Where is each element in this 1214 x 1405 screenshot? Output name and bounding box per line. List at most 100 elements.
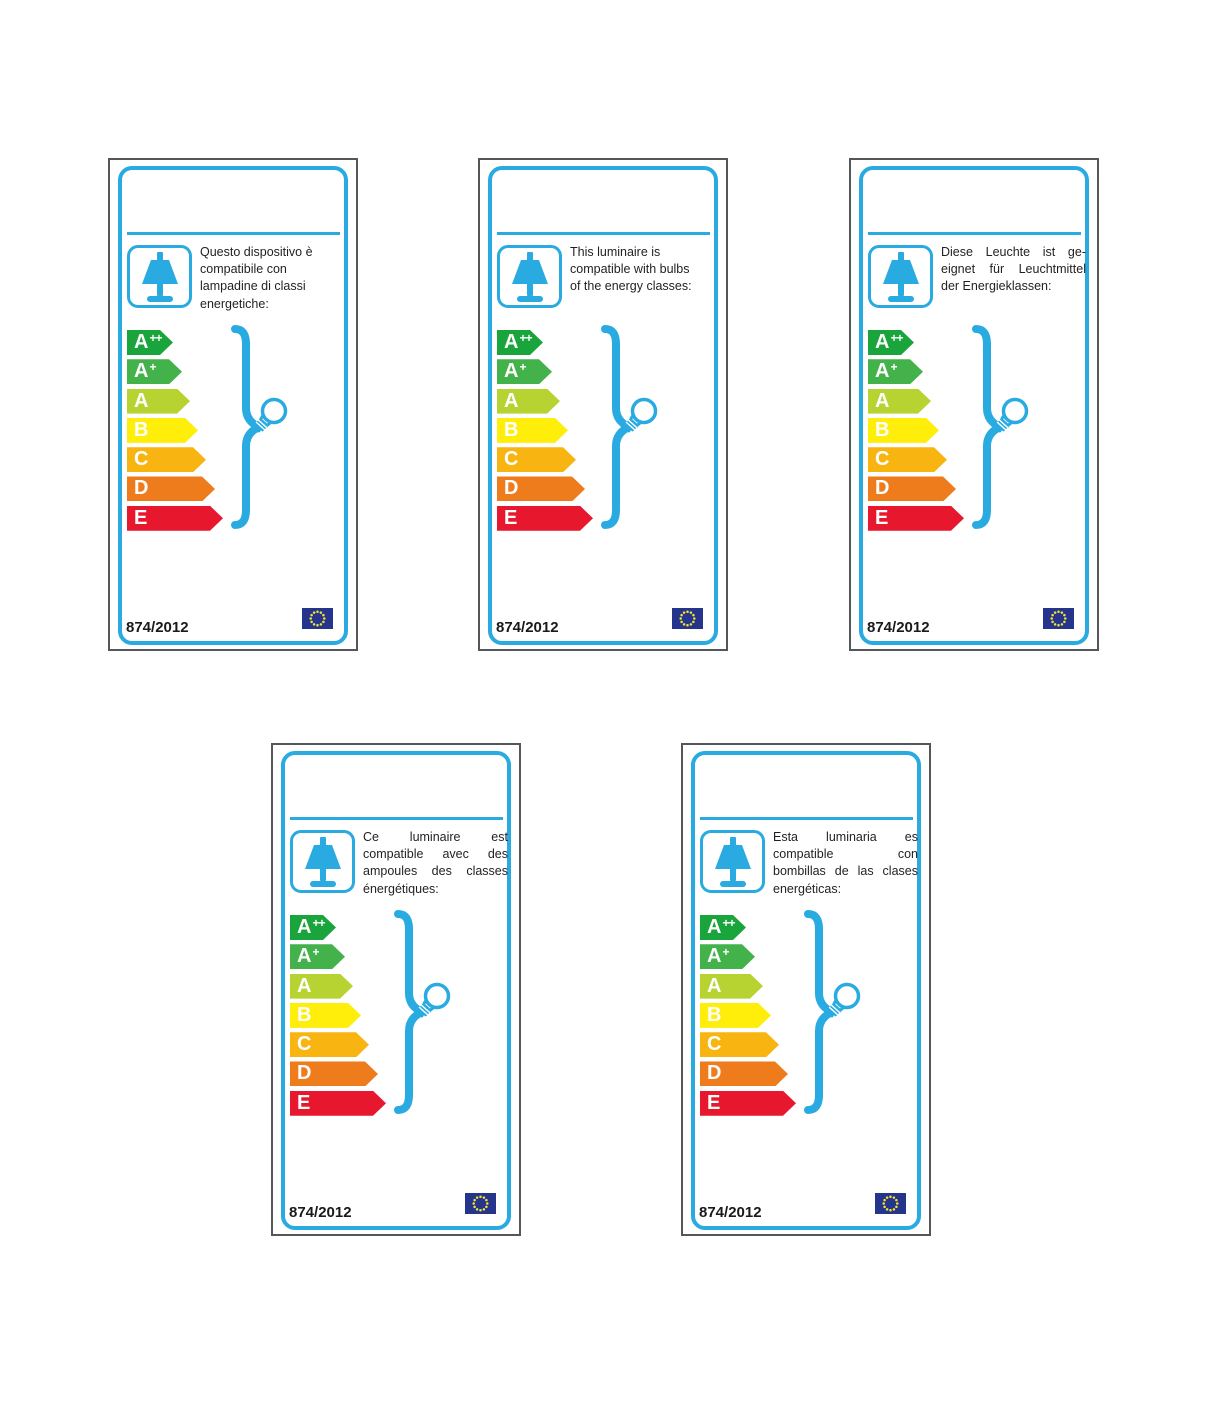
energy-class-arrow-a: A [127,389,190,414]
lamp-icon-box [290,830,355,893]
compatibility-text-line: lampadine di classi [200,279,306,294]
eu-flag-icon [1043,608,1074,629]
energy-class-arrow-d: D [497,476,585,501]
energy-class-arrow-a: A [868,389,931,414]
energy-class-arrow-a-plus: A+ [497,359,552,384]
energy-class-arrow-a-plus: A+ [700,944,755,969]
label-frame [488,166,718,645]
energy-class-arrow-a: A [290,974,353,999]
label-frame [859,166,1089,645]
light-bulb-icon [624,397,658,433]
energy-class-scale: A++ A+ A B C D E [127,330,223,535]
energy-class-arrow-e: E [868,506,964,531]
brace-and-bulb [970,322,1055,534]
lamp-icon-box [127,245,192,308]
header-divider [868,232,1081,235]
compatibility-text-line: Questo dispositivo è [200,245,313,259]
regulation-number: 874/2012 [699,1204,762,1221]
energy-label-english: This luminaire is compatible with bulbs of… [478,158,728,651]
compatibility-text: Esta luminaria es compatible con bombillas… [773,829,918,898]
eu-flag-icon [302,608,333,629]
energy-class-arrow-c: C [127,447,206,472]
compatibility-text-line: der Energieklassen: [941,279,1052,294]
energy-class-arrow-c: C [290,1032,369,1057]
energy-label-spanish: Esta luminaria es compatible con bombillas… [681,743,931,1236]
regulation-number: 874/2012 [867,619,930,636]
energy-class-arrow-d: D [290,1061,378,1086]
energy-class-arrow-b: B [290,1003,361,1028]
compatibility-text-line: energéticas: [773,881,842,896]
label-frame [118,166,348,645]
energy-class-arrow-e: E [497,506,593,531]
compatibility-text-line: compatible avec des [363,847,508,862]
energy-class-arrow-a-plus-plus: A++ [127,330,173,355]
header-divider [127,232,340,235]
lamp-icon-box [700,830,765,893]
eu-flag-icon [875,1193,906,1214]
compatibility-text-line: of the energy classes: [570,279,692,294]
energy-class-arrow-d: D [868,476,956,501]
energy-label-italian: Questo dispositivo è compatibile con lampa… [108,158,358,651]
energy-class-scale: A++ A+ A B C D E [497,330,593,535]
energy-class-arrow-c: C [497,447,576,472]
energy-class-scale: A++ A+ A B C D E [700,915,796,1120]
header-divider [290,817,503,820]
compatibility-text-line: This luminaire is [570,245,661,259]
label-frame [691,751,921,1230]
energy-class-arrow-a-plus: A+ [290,944,345,969]
compatibility-text: Ce luminaire est compatible avec des ampou… [363,829,508,898]
table-lamp-icon [714,836,751,887]
energy-class-arrow-e: E [290,1091,386,1116]
header-divider [497,232,710,235]
energy-class-arrow-a: A [497,389,560,414]
energy-class-arrow-b: B [868,418,939,443]
brace-and-bulb [802,907,887,1119]
compatibility-text-line: energetiche: [200,296,269,311]
compatibility-text-line: bombillas de las clases [773,864,918,879]
table-lamp-icon [882,251,919,302]
light-bulb-icon [995,397,1029,433]
brace-and-bulb [392,907,477,1119]
eu-flag-icon [672,608,703,629]
energy-class-arrow-a-plus: A+ [127,359,182,384]
energy-label-german: Diese Leuchte ist ge-eignet für Leuchtmi… [849,158,1099,651]
table-lamp-icon [511,251,548,302]
energy-class-arrow-b: B [700,1003,771,1028]
regulation-number: 874/2012 [496,619,559,636]
light-bulb-icon [254,397,288,433]
energy-class-arrow-c: C [700,1032,779,1057]
energy-class-arrow-a-plus-plus: A++ [700,915,746,940]
energy-label-french: Ce luminaire est compatible avec des ampou… [271,743,521,1236]
energy-class-arrow-a-plus-plus: A++ [868,330,914,355]
compatibility-text-line: énergétiques: [363,881,439,896]
compatibility-text-line: compatible with bulbs [570,262,690,277]
compatibility-text: Questo dispositivo è compatibile con lampa… [200,244,345,313]
energy-class-arrow-a-plus-plus: A++ [290,915,336,940]
regulation-number: 874/2012 [289,1204,352,1221]
compatibility-text-line: ampoules des classes [363,864,508,879]
energy-class-arrow-d: D [700,1061,788,1086]
header-divider [700,817,913,820]
table-lamp-icon [141,251,178,302]
energy-class-arrow-b: B [127,418,198,443]
energy-class-arrow-e: E [127,506,223,531]
energy-class-arrow-b: B [497,418,568,443]
compatibility-text-line: Ce luminaire est [363,830,508,844]
brace-and-bulb [599,322,684,534]
compatibility-text-line: compatibile con [200,262,287,277]
energy-class-arrow-c: C [868,447,947,472]
energy-class-arrow-a-plus-plus: A++ [497,330,543,355]
table-lamp-icon [304,836,341,887]
compatibility-text: Diese Leuchte ist ge-eignet für Leuchtmi… [941,244,1086,296]
lamp-icon-box [868,245,933,308]
energy-class-arrow-d: D [127,476,215,501]
label-frame [281,751,511,1230]
compatibility-text-line: compatible con [773,847,918,862]
energy-class-arrow-a: A [700,974,763,999]
compatibility-text-line: Diese Leuchte ist ge- [941,245,1086,259]
energy-class-arrow-e: E [700,1091,796,1116]
energy-class-arrow-a-plus: A+ [868,359,923,384]
light-bulb-icon [417,982,451,1018]
regulation-number: 874/2012 [126,619,189,636]
